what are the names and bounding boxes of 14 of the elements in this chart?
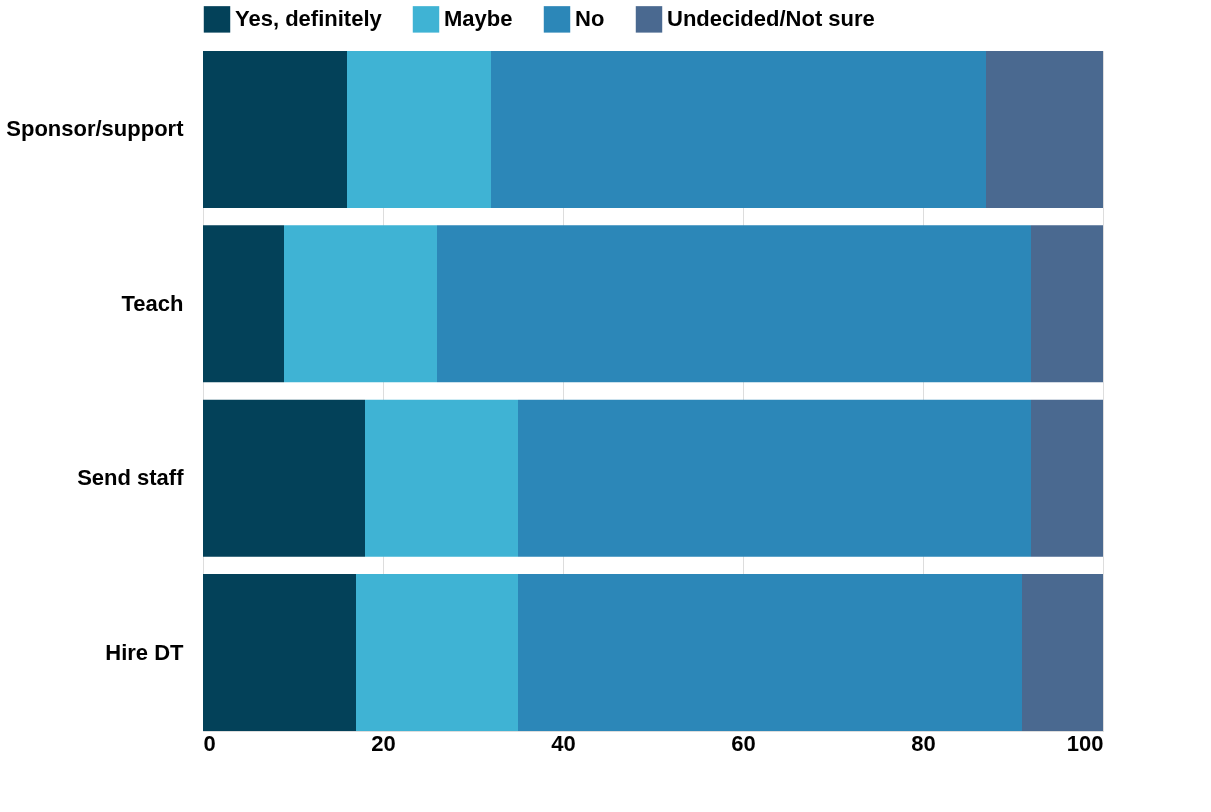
x-tick-label: 60 [731, 730, 756, 756]
y-tick-label: Sponsor/support [6, 116, 185, 142]
x-tick-label: 80 [911, 730, 936, 756]
y-tick-label: Teach [121, 290, 184, 316]
legend-label: Undecided/Not sure [667, 6, 875, 32]
x-tick-label: 0 [203, 730, 216, 756]
x-tick-label: 20 [371, 730, 396, 756]
legend-label: No [575, 6, 605, 32]
legend-label: Maybe [444, 6, 513, 32]
y-tick-label: Send staff [77, 465, 185, 491]
legend-label: Yes, definitely [235, 6, 383, 32]
x-tick-label: 40 [551, 730, 576, 756]
x-tick-label: 100 [1066, 730, 1104, 756]
y-tick-label: Hire DT [105, 639, 185, 665]
